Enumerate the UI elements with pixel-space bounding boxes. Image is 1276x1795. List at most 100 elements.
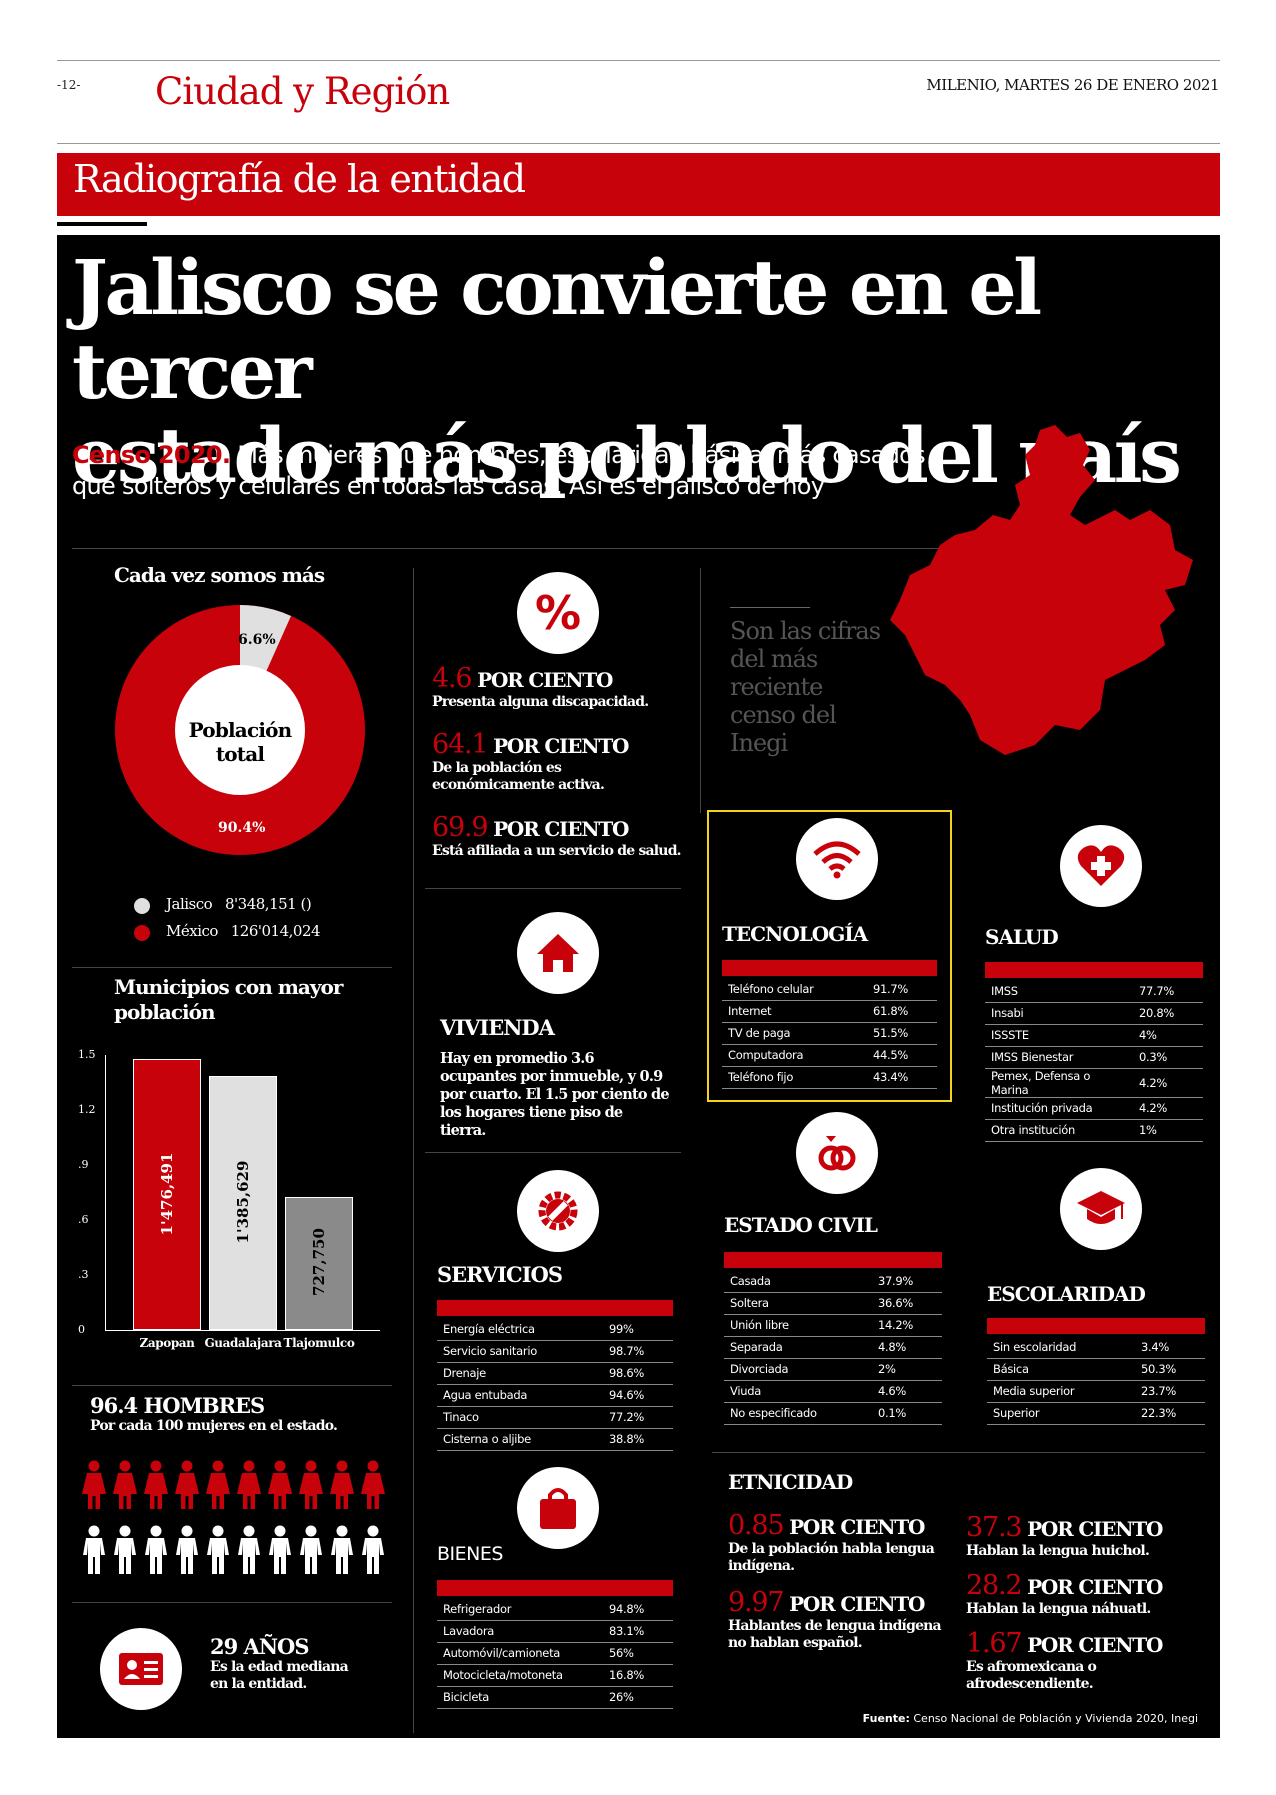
bar-chart: 1.5 1.2 .9 .6 .3 0 1'476,491 Zapopan 1'385,629 Gu… (60, 1040, 390, 1350)
table-row: Automóvil/camioneta 56% (437, 1642, 673, 1665)
table-row: Tinaco 77.2% (437, 1406, 673, 1429)
row-value: 43.4% (867, 1066, 937, 1089)
table-row: Institución privada 4.2% (985, 1097, 1203, 1120)
vivienda-title: VIVIENDA (440, 1015, 555, 1040)
deck-text: Más mujeres que hombres, escolaridad bás… (72, 441, 926, 500)
row-label: Internet (722, 1000, 867, 1023)
y-tick-label: 1.2 (78, 1103, 96, 1116)
woman-icon (361, 1460, 385, 1509)
headline-line-2: estado más poblado del país (72, 411, 1182, 500)
bienes-table: Refrigerador 94.8% Lavadora 83.1% Automóvil/… (437, 1598, 673, 1709)
row-label: Divorciada (724, 1358, 872, 1381)
chart-title: Municipios con mayor población (114, 975, 343, 1024)
etn-5-unit: POR CIENTO (1021, 1633, 1163, 1657)
woman-icon (113, 1460, 137, 1509)
salud-bar (985, 962, 1203, 978)
pct-3-unit: POR CIENTO (487, 817, 629, 841)
etn-3-number: 37.3 (966, 1512, 1023, 1543)
pct-1-unit: POR CIENTO (471, 668, 613, 692)
row-value: 44.5% (867, 1044, 937, 1067)
man-icon (207, 1525, 229, 1574)
row-label: Servicio sanitario (437, 1340, 603, 1363)
row-value: 26% (603, 1686, 673, 1709)
source-label: Fuente: (862, 1712, 910, 1725)
pct-stat-2: 64.1 POR CIENTO (432, 729, 687, 760)
row-label: Lavadora (437, 1620, 603, 1643)
percent-icon: % (517, 572, 599, 654)
deck-rule (72, 548, 942, 549)
x-tick-label: Tlajomulco (283, 1336, 355, 1350)
etn-1-desc: De la población habla lengua indígena. (728, 1541, 935, 1574)
population-donut (115, 605, 365, 855)
man-icon (238, 1525, 260, 1574)
etn-stat-4: 28.2 POR CIENTO (966, 1570, 1216, 1601)
table-row: Cisterna o aljibe 38.8% (437, 1428, 673, 1451)
dateline: MILENIO, MARTES 26 DE ENERO 2021 (926, 76, 1219, 94)
pct-stat-3: 69.9 POR CIENTO (432, 812, 687, 843)
row-value: 4.2% (1133, 1068, 1203, 1098)
quote-rule (730, 607, 810, 608)
donut-label-mexico: 90.4% (218, 820, 266, 836)
escolaridad-title: ESCOLARIDAD (987, 1282, 1146, 1306)
etn-stat-2: 9.97 POR CIENTO (728, 1587, 943, 1618)
row-value: 56% (603, 1642, 673, 1665)
table-row: Otra institución 1% (985, 1119, 1203, 1142)
etn-2-desc: Hablantes de lengua indígena no hablan e… (728, 1618, 942, 1651)
bar-value-label: 727,750 (310, 1228, 328, 1297)
y-axis (105, 1055, 106, 1330)
table-row: Refrigerador 94.8% (437, 1598, 673, 1621)
bar-value-label: 1'385,629 (234, 1160, 252, 1244)
row-label: Bicicleta (437, 1686, 603, 1709)
page-number: -12- (57, 78, 81, 92)
servicios-title: SERVICIOS (437, 1262, 563, 1287)
men-pictogram (80, 1525, 400, 1575)
row-label: Refrigerador (437, 1598, 603, 1621)
man-icon (114, 1525, 136, 1574)
banner-accent (57, 222, 147, 226)
table-row: Drenaje 98.6% (437, 1362, 673, 1385)
banner (57, 153, 1220, 216)
row-label: Motocicleta/motoneta (437, 1664, 603, 1687)
bienes-title: BIENES (437, 1543, 503, 1565)
divider-col-2 (700, 568, 701, 813)
table-row: Sin escolaridad 3.4% (987, 1336, 1205, 1359)
vivienda-text: Hay en promedio 3.6 ocupantes por inmueb… (440, 1050, 670, 1139)
etnicidad-right: 37.3 POR CIENTO Hablan la lengua huichol… (966, 1512, 1216, 1693)
row-label: Tinaco (437, 1406, 603, 1429)
legend-jalisco: Jalisco 8'348,151 () (166, 895, 312, 913)
tecnologia-table: Teléfono celular 91.7% Internet 61.8% TV de … (722, 978, 937, 1089)
pct-3-number: 69.9 (432, 812, 489, 843)
men-title: 96.4 HOMBRES (90, 1393, 265, 1418)
bar-tlajomulco (285, 1196, 353, 1330)
escolaridad-table: Sin escolaridad 3.4% Básica 50.3% Media supe… (987, 1336, 1205, 1425)
row-label: Media superior (987, 1380, 1135, 1403)
divider-col-1 (413, 568, 414, 1733)
tecnologia-highlight-box (707, 810, 952, 1102)
age-title: 29 AÑOS (210, 1634, 309, 1659)
heart-cross-icon (1060, 825, 1142, 907)
row-label: ISSSTE (985, 1024, 1133, 1047)
woman-icon (206, 1460, 230, 1509)
row-label: Sin escolaridad (987, 1336, 1135, 1359)
etn-5-desc: Es afromexicana o afrodescendiente. (966, 1659, 1097, 1692)
pct-2-number: 64.1 (432, 729, 489, 760)
top-rule (57, 60, 1220, 61)
y-tick-label: 1.5 (78, 1048, 96, 1061)
etn-4-number: 28.2 (966, 1570, 1023, 1601)
pct-1-desc: Presenta alguna discapacidad. (432, 694, 649, 710)
man-icon (176, 1525, 198, 1574)
table-row: Teléfono celular 91.7% (722, 978, 937, 1001)
legend-mexico-value: 126'014,024 (230, 922, 321, 940)
row-value: 1% (1133, 1119, 1203, 1142)
house-icon (517, 912, 599, 994)
table-row: Soltera 36.6% (724, 1292, 942, 1315)
row-label: Computadora (722, 1044, 867, 1067)
civil-bar (724, 1252, 942, 1268)
civil-title: ESTADO CIVIL (724, 1213, 878, 1237)
table-row: TV de paga 51.5% (722, 1022, 937, 1045)
source-note: Fuente: Censo Nacional de Población y Vi… (863, 1712, 1198, 1725)
table-row: IMSS Bienestar 0.3% (985, 1046, 1203, 1069)
pull-quote: Son las cifras del más reciente censo de… (730, 617, 881, 757)
table-row: Bicicleta 26% (437, 1686, 673, 1709)
row-value: 4% (1133, 1024, 1203, 1047)
